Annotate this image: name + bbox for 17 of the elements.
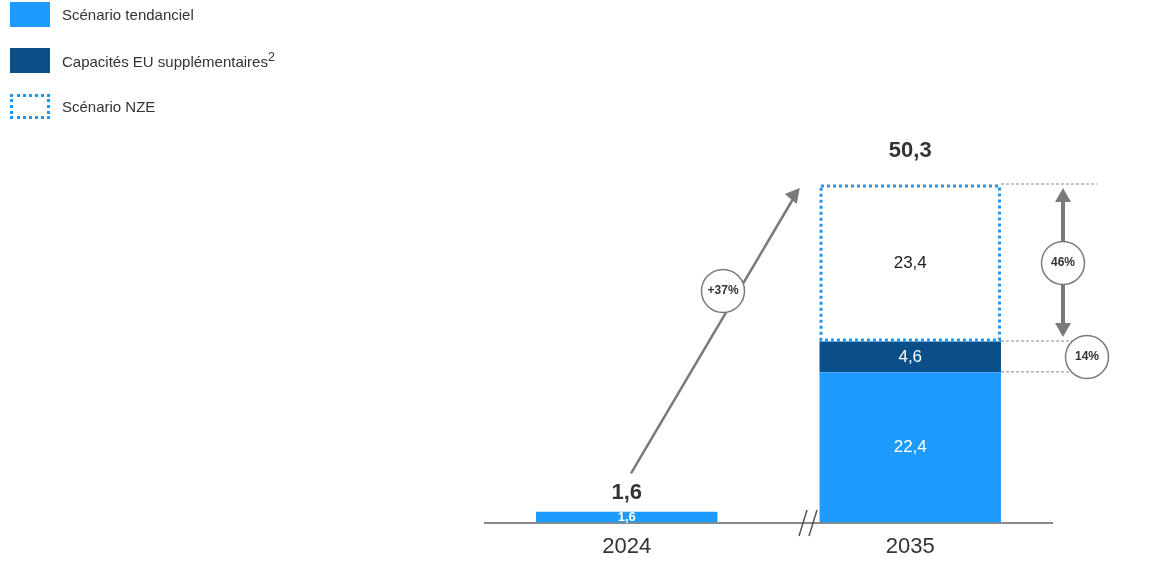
data-label: 23,4 <box>893 252 927 272</box>
data-label: 1,6 <box>617 508 636 524</box>
data-label: 4,6 <box>898 346 923 366</box>
bar <box>819 184 1001 342</box>
total-label: 50,3 <box>888 137 932 163</box>
text: 14% <box>1073 348 1100 363</box>
bar <box>819 341 1001 373</box>
data-label: 22,4 <box>893 437 927 457</box>
x-tick-label: 2024 <box>602 532 652 558</box>
total-label: 1,6 <box>611 478 643 504</box>
annotation: 46% <box>1049 254 1076 269</box>
x-tick-label: 2035 <box>885 532 935 558</box>
annotation: +37% <box>706 283 740 298</box>
legend-label: Capacités EU supplémentaires$^{2}$ <box>62 50 275 70</box>
legend-label: Scénario NZE <box>62 97 156 115</box>
bar <box>819 372 1001 523</box>
legend-label: Scénario tendanciel <box>62 5 194 23</box>
